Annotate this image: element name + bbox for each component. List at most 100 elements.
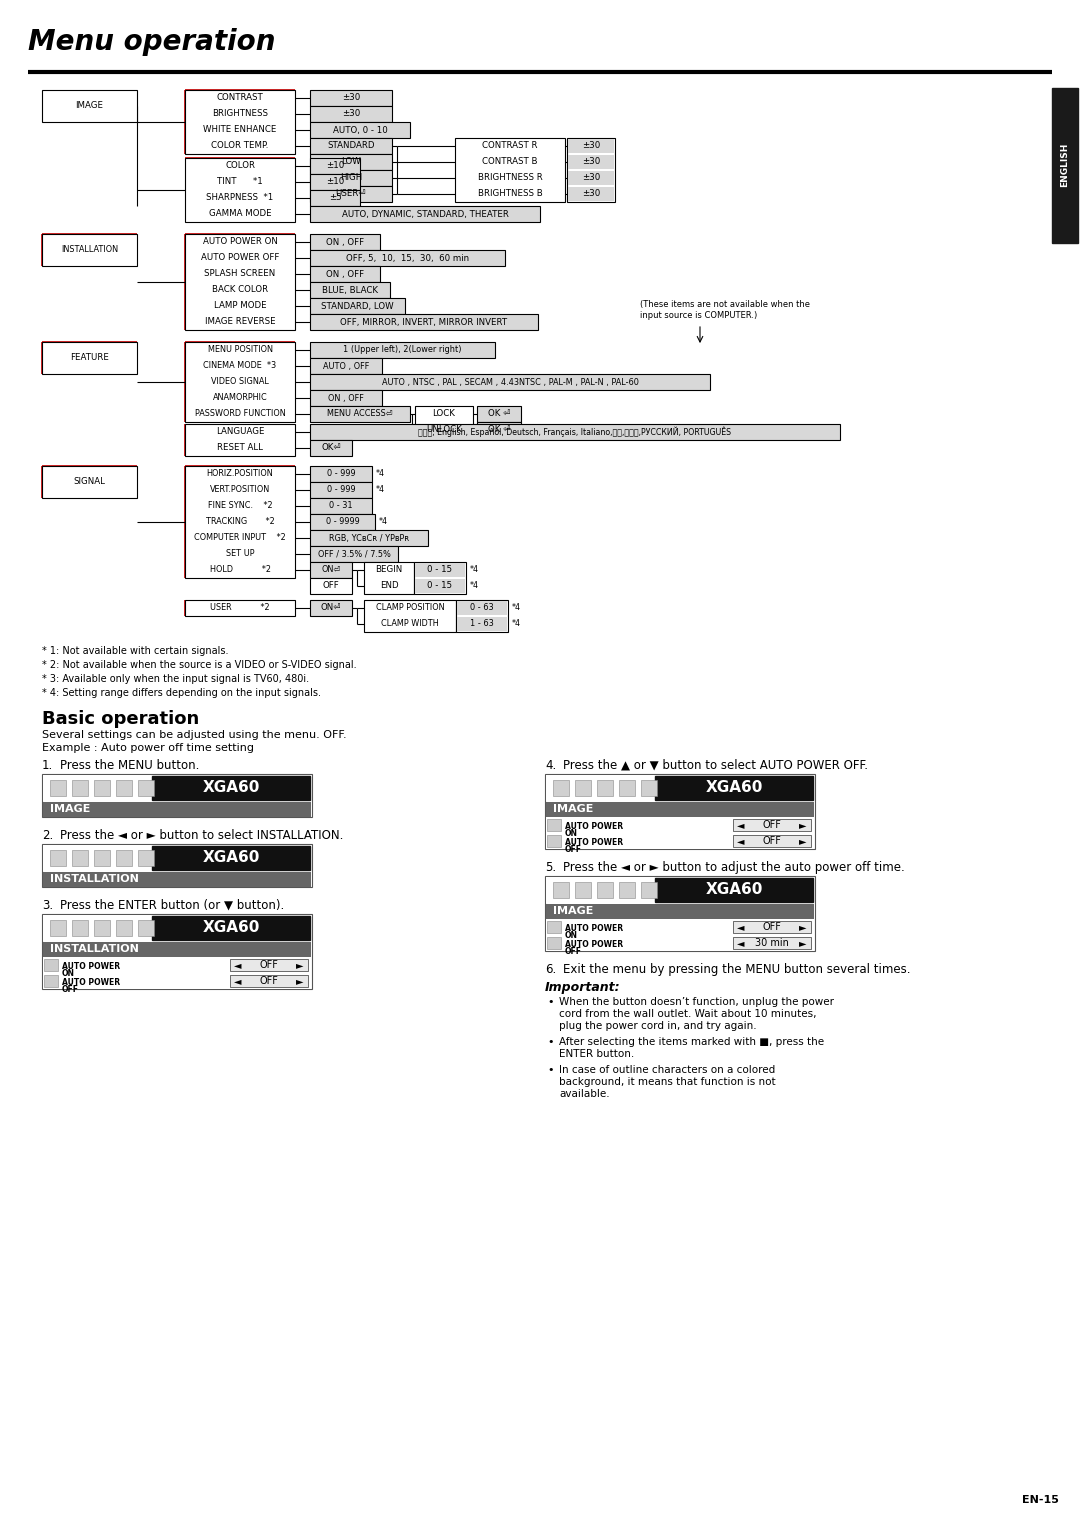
Text: 5.: 5.: [545, 861, 556, 874]
Bar: [42, 465, 137, 497]
Bar: [72, 780, 87, 797]
Text: ±30: ±30: [582, 142, 600, 151]
Text: Important:: Important:: [545, 981, 621, 993]
Text: Press the MENU button.: Press the MENU button.: [60, 758, 200, 772]
Bar: [546, 877, 654, 903]
Text: *4: *4: [512, 603, 521, 612]
Text: CONTRAST: CONTRAST: [217, 93, 264, 102]
Text: OK ⏎: OK ⏎: [488, 409, 510, 418]
Text: CLAMP WIDTH: CLAMP WIDTH: [381, 620, 438, 629]
Bar: [44, 975, 58, 987]
Bar: [568, 156, 615, 169]
Text: Press the ▲ or ▼ button to select AUTO POWER OFF.: Press the ▲ or ▼ button to select AUTO P…: [563, 758, 868, 772]
Text: 1 - 63: 1 - 63: [470, 620, 494, 629]
Bar: [310, 191, 360, 206]
Bar: [654, 777, 813, 800]
Bar: [733, 922, 811, 932]
Bar: [310, 314, 538, 330]
Text: HORIZ.POSITION: HORIZ.POSITION: [206, 470, 273, 479]
Bar: [546, 816, 814, 833]
Text: ±30: ±30: [582, 189, 600, 198]
Text: BRIGHTNESS R: BRIGHTNESS R: [477, 174, 542, 183]
Bar: [619, 780, 635, 797]
Text: SHARPNESS  *1: SHARPNESS *1: [206, 194, 273, 203]
Text: ±10: ±10: [326, 177, 345, 186]
Bar: [310, 546, 399, 562]
Bar: [42, 914, 312, 989]
Bar: [310, 497, 372, 514]
Bar: [310, 206, 540, 221]
Bar: [310, 186, 392, 201]
Bar: [597, 780, 613, 797]
Text: ►: ►: [799, 938, 807, 948]
Text: RGB, YCʙCʀ / YPʙPʀ: RGB, YCʙCʀ / YPʙPʀ: [329, 534, 409, 543]
Text: * 3: Available only when the input signal is TV60, 480i.: * 3: Available only when the input signa…: [42, 674, 309, 684]
Text: 1.: 1.: [42, 758, 53, 772]
Bar: [42, 342, 137, 374]
Text: RESET ALL: RESET ALL: [217, 444, 262, 453]
Bar: [546, 833, 814, 848]
Bar: [185, 465, 295, 578]
Bar: [546, 935, 814, 951]
Bar: [152, 777, 310, 800]
Text: In case of outline characters on a colored: In case of outline characters on a color…: [559, 1065, 775, 1074]
Text: SIGNAL: SIGNAL: [73, 478, 106, 487]
Bar: [310, 439, 352, 456]
Text: MENU ACCESS⏎: MENU ACCESS⏎: [327, 409, 393, 418]
Text: input source is COMPUTER.): input source is COMPUTER.): [640, 311, 757, 320]
Text: STANDARD, LOW: STANDARD, LOW: [321, 302, 394, 310]
Bar: [94, 780, 110, 797]
Text: OFF, MIRROR, INVERT, MIRROR INVERT: OFF, MIRROR, INVERT, MIRROR INVERT: [340, 317, 508, 327]
Bar: [138, 920, 154, 935]
Bar: [455, 137, 565, 201]
Text: AUTO POWER ON: AUTO POWER ON: [203, 238, 278, 247]
Bar: [568, 139, 615, 153]
Text: •: •: [546, 1038, 554, 1047]
Text: LAMP MODE: LAMP MODE: [214, 302, 267, 310]
Text: BRIGHTNESS: BRIGHTNESS: [212, 110, 268, 119]
Bar: [310, 424, 840, 439]
Bar: [546, 903, 814, 919]
Text: BLUE, BLACK: BLUE, BLACK: [322, 285, 378, 295]
Text: OFF / 3.5% / 7.5%: OFF / 3.5% / 7.5%: [318, 549, 391, 559]
Bar: [477, 423, 521, 438]
Bar: [310, 600, 352, 617]
Text: Exit the menu by pressing the MENU button several times.: Exit the menu by pressing the MENU butto…: [563, 963, 910, 977]
Bar: [72, 850, 87, 865]
Text: ON⏎: ON⏎: [321, 603, 341, 612]
Text: USER           *2: USER *2: [211, 603, 270, 612]
Text: AUTO POWER: AUTO POWER: [565, 940, 623, 949]
Text: 0 - 31: 0 - 31: [329, 502, 353, 511]
Bar: [568, 188, 615, 201]
Bar: [310, 122, 410, 137]
Bar: [619, 882, 635, 897]
Bar: [310, 391, 382, 406]
Text: LOCK: LOCK: [433, 409, 456, 418]
Bar: [310, 90, 392, 105]
Text: SET UP: SET UP: [226, 549, 254, 559]
Bar: [310, 233, 380, 250]
Text: ±30: ±30: [582, 157, 600, 166]
Text: STANDARD: STANDARD: [327, 142, 375, 151]
Text: HOLD           *2: HOLD *2: [210, 566, 270, 574]
Text: MENU POSITION: MENU POSITION: [207, 345, 272, 354]
Text: *4: *4: [379, 517, 388, 526]
Bar: [546, 775, 654, 801]
Bar: [456, 600, 508, 632]
Bar: [310, 282, 390, 298]
Text: XGA60: XGA60: [202, 780, 259, 795]
Text: BRIGHTNESS B: BRIGHTNESS B: [477, 189, 542, 198]
Text: ◄: ◄: [234, 960, 242, 971]
Bar: [42, 90, 137, 122]
Text: ±5: ±5: [328, 194, 341, 203]
Text: BACK COLOR: BACK COLOR: [212, 285, 268, 295]
Text: OFF: OFF: [62, 984, 79, 993]
Text: LANGUAGE: LANGUAGE: [216, 427, 265, 436]
Bar: [310, 530, 428, 546]
Text: OFF: OFF: [762, 836, 782, 845]
Bar: [415, 406, 473, 438]
Text: plug the power cord in, and try again.: plug the power cord in, and try again.: [559, 1021, 757, 1032]
Text: OFF: OFF: [323, 581, 339, 591]
Text: AUTO POWER: AUTO POWER: [565, 823, 623, 830]
Text: OFF: OFF: [259, 977, 279, 986]
